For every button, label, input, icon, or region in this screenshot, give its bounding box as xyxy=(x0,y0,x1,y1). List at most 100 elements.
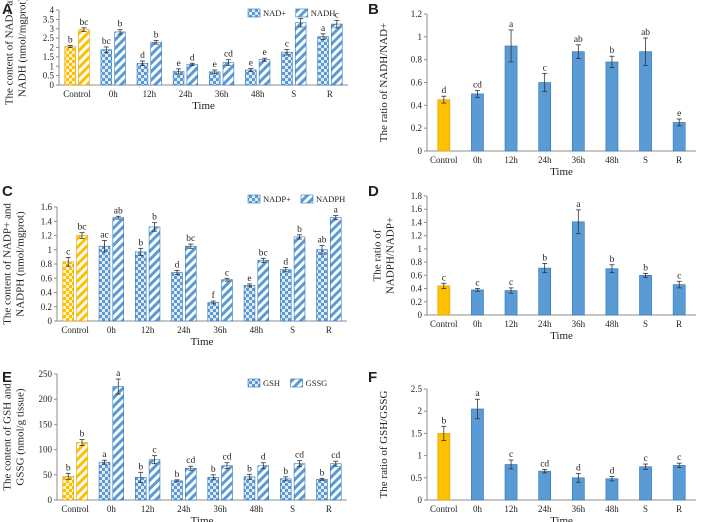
bar xyxy=(148,459,161,501)
significance-label: c xyxy=(475,279,479,289)
significance-label: b xyxy=(66,463,71,473)
significance-label: f xyxy=(212,290,216,301)
bar xyxy=(243,476,256,501)
bar xyxy=(294,22,307,86)
bar xyxy=(331,23,343,86)
bar xyxy=(471,408,484,501)
y-tick-label: 2 xyxy=(418,406,423,416)
y-tick-label: 0.4 xyxy=(411,100,423,110)
significance-label: d xyxy=(283,258,288,268)
significance-label: b xyxy=(247,464,252,474)
x-tick-label: 0h xyxy=(107,325,117,335)
x-tick-label: Control xyxy=(61,325,89,335)
panel-e: E 0 50 100 150 200 250 Control 0h 12h 24h 36h 48h S R T… xyxy=(2,369,347,522)
significance-label: b xyxy=(175,470,180,480)
y-tick-label: 0.6 xyxy=(41,273,53,283)
y-tick-label: 150 xyxy=(39,419,53,429)
significance-label: d xyxy=(576,463,581,473)
y-tick-label: 2.5 xyxy=(43,33,55,43)
y-tick-label: 1 xyxy=(418,32,423,42)
significance-label: b xyxy=(211,465,216,475)
x-tick-label: S xyxy=(291,89,296,99)
y-tick-label: 250 xyxy=(39,369,53,379)
x-tick-label: 24h xyxy=(538,155,552,165)
bar xyxy=(148,226,161,322)
x-tick-label: Control xyxy=(63,89,91,99)
bar xyxy=(672,284,686,316)
y-tick-label: 0 xyxy=(418,310,423,320)
bar xyxy=(112,386,124,501)
significance-label: b xyxy=(542,253,547,263)
panel-c: C 0 0.2 0.4 0.6 0.8 1 1.2 1.4 1.6 Control 0h 12h 24h 3… xyxy=(2,183,347,348)
significance-label: c xyxy=(509,278,513,288)
panel-a: A 00.511.522.533.54 Control 0h 12h 24h 36h 48h S… xyxy=(2,0,348,112)
legend-label: GSH xyxy=(263,378,280,388)
significance-label: b xyxy=(154,30,159,40)
significance-label: bc xyxy=(186,234,195,244)
significance-label: e xyxy=(247,274,251,284)
panel-f: F 0 0.5 1 1.5 2 2.5 Control 0h 12h 24h 36h 48h S R Time… xyxy=(368,369,696,522)
y-tick-label: 200 xyxy=(39,394,53,404)
bar xyxy=(243,285,256,322)
significance-label: ab xyxy=(318,235,327,245)
significance-label: c xyxy=(509,450,513,460)
bar xyxy=(504,290,518,316)
x-tick-label: 36h xyxy=(572,155,586,165)
bar xyxy=(185,245,197,322)
y-tick-label: 3 xyxy=(50,24,55,34)
bar xyxy=(171,272,183,322)
legend-swatch xyxy=(300,194,314,204)
significance-label: a xyxy=(509,20,514,30)
significance-label: bc xyxy=(102,37,111,47)
bar xyxy=(64,46,76,86)
bar xyxy=(672,122,686,152)
significance-label: b xyxy=(320,468,325,478)
significance-label: b xyxy=(68,36,73,46)
y-tick-label: 1.5 xyxy=(43,52,55,62)
significance-label: cd xyxy=(223,453,232,463)
bar xyxy=(293,236,306,322)
legend-label: NADP+ xyxy=(263,194,291,204)
y-tick-label: 2 xyxy=(50,43,55,53)
legend-label: NADPH xyxy=(316,194,345,204)
panel-letter: D xyxy=(368,183,379,200)
legend-label: NADH xyxy=(311,8,336,18)
bar xyxy=(279,478,292,501)
significance-label: bc xyxy=(259,248,268,258)
significance-label: d xyxy=(140,51,145,61)
bar xyxy=(330,217,342,322)
x-tick-label: 24h xyxy=(538,319,552,329)
x-tick-label: S xyxy=(643,504,648,514)
y-axis-label: The ratio of xyxy=(372,229,384,281)
y-axis-label: NADH (nmol/mgprot) xyxy=(17,0,29,97)
x-tick-label: 48h xyxy=(605,319,619,329)
bar xyxy=(150,41,162,86)
bar xyxy=(207,302,219,322)
x-axis-label: Time xyxy=(550,330,573,342)
x-tick-label: 0h xyxy=(473,319,483,329)
legend-swatch xyxy=(247,194,261,204)
x-tick-label: 48h xyxy=(250,504,264,514)
significance-label: cd xyxy=(540,459,549,469)
y-tick-label: 0 xyxy=(48,316,53,326)
panel-letter: E xyxy=(2,369,12,386)
significance-label: a xyxy=(321,24,326,34)
significance-label: c xyxy=(442,273,446,283)
x-tick-label: 12h xyxy=(504,155,518,165)
significance-label: d xyxy=(175,260,180,270)
bar xyxy=(605,478,619,501)
x-tick-label: S xyxy=(643,319,648,329)
significance-label: b xyxy=(610,255,615,265)
x-tick-label: 0h xyxy=(473,504,483,514)
significance-label: c xyxy=(677,271,681,281)
x-tick-label: 12h xyxy=(143,89,157,99)
bar xyxy=(207,477,219,501)
significance-label: e xyxy=(249,59,253,69)
x-tick-label: R xyxy=(676,319,682,329)
bar xyxy=(76,235,88,322)
bar xyxy=(186,64,199,86)
y-tick-label: 0.6 xyxy=(411,78,423,88)
bar xyxy=(221,279,233,322)
legend-swatch xyxy=(290,378,303,388)
x-tick-label: 24h xyxy=(538,504,552,514)
